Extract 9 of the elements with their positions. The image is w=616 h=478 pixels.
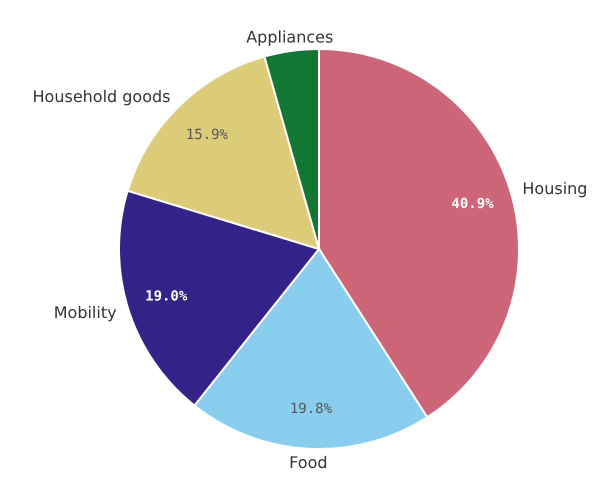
data-label: 15.9% [186,126,229,143]
slice-label: Appliances [246,28,334,47]
data-label: 19.8% [290,400,333,417]
slice-label: Mobility [54,303,117,322]
slice-label: Housing [522,179,588,198]
slice-label: Food [289,453,328,472]
slice-label: Household goods [32,86,171,106]
data-label: 19.0% [145,288,188,305]
data-label: 40.9% [451,196,494,212]
